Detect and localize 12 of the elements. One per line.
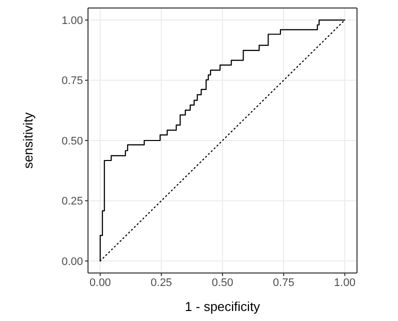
y-tick-label: 0.75 [62,75,83,88]
y-tick-label: 0.50 [62,135,83,148]
y-tick-label: 0.25 [62,196,83,208]
y-tick-label: 1.00 [62,14,83,27]
x-tick-label: 0.25 [150,276,172,289]
x-tick-label: 0.50 [212,276,234,289]
x-tick-label: 0.00 [90,276,111,289]
x-tick-label: 1.00 [334,276,356,289]
x-tick-label: 0.75 [272,276,294,289]
y-axis-title: sensitivity [20,112,36,169]
x-axis-title: 1 - specificity [184,299,261,314]
y-tick-label: 0.00 [62,256,83,268]
